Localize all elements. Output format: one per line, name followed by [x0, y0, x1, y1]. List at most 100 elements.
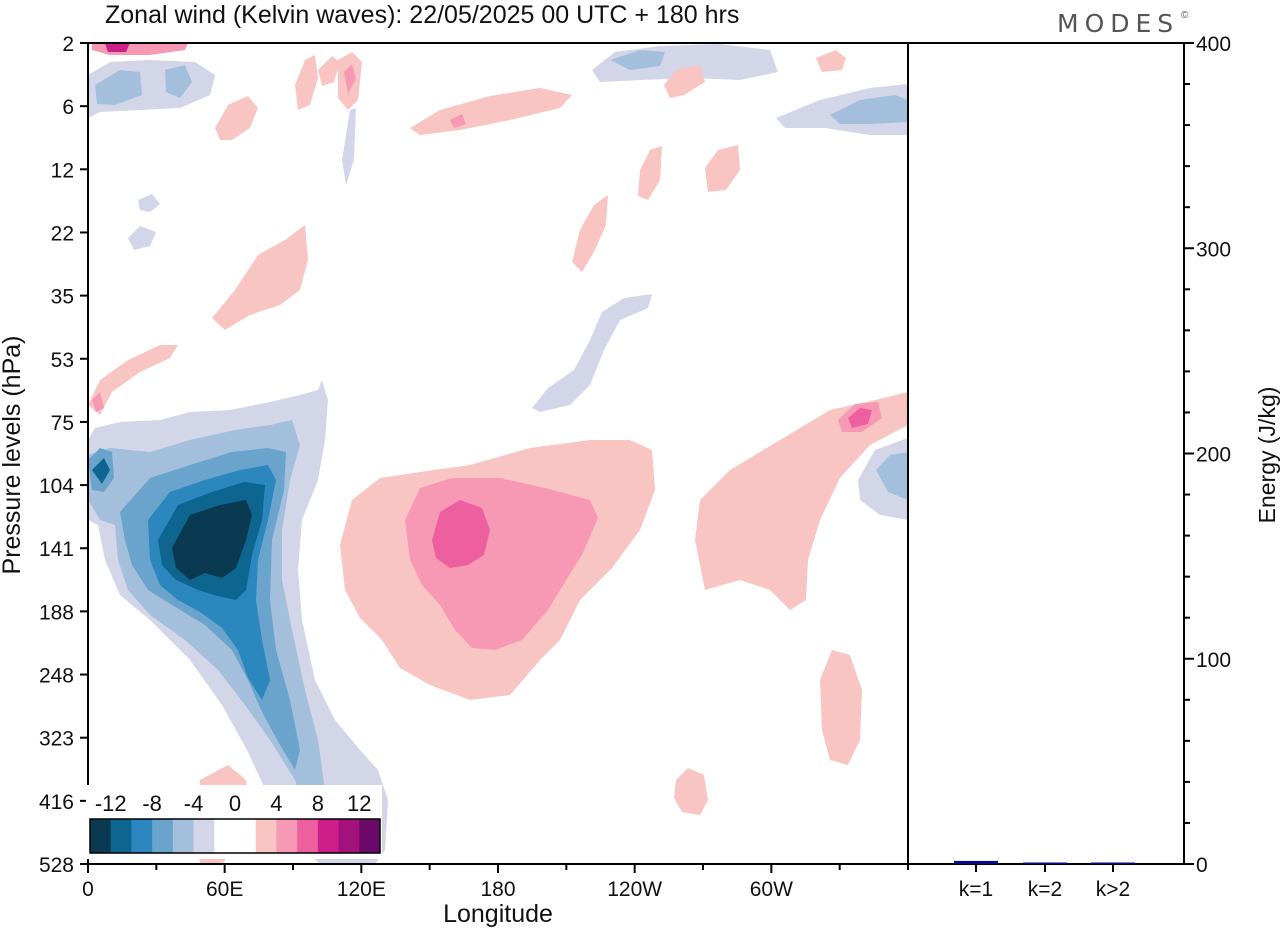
brand-logo: MODES — [1057, 9, 1179, 38]
colorbar-swatch — [131, 819, 153, 853]
colorbar-swatch — [235, 819, 257, 853]
energy-bar-chart: 0 100 200 300 400 k=1 k=2 k>2 Energy (J/kg) — [907, 33, 1280, 901]
energy-category-label: k=1 — [959, 878, 993, 901]
brand-mark: © — [1181, 10, 1189, 21]
energy-axis-label: Energy (J/kg) — [1254, 387, 1280, 524]
colorbar-swatch — [359, 819, 381, 853]
colorbar-label: 0 — [229, 791, 241, 816]
energy-tick-label: 300 — [1196, 238, 1231, 261]
contour-pos-band-1 — [212, 225, 308, 330]
contour-neg-band — [532, 294, 652, 412]
contour-strat-pos-1 — [410, 88, 572, 135]
colorbar-label: -4 — [184, 791, 204, 816]
y-tick-label: 35 — [51, 286, 74, 309]
contour-strat-pos-9 — [638, 146, 662, 200]
longitude-axis: 0 60E 120E 180 120W 60W — [82, 864, 909, 901]
contour-strat-neg-1b — [165, 65, 192, 98]
colorbar-label: -8 — [142, 791, 162, 816]
contour-strat-pos-7 — [664, 65, 705, 98]
y-tick-label: 528 — [39, 854, 74, 877]
contour-pos-lower-1 — [820, 650, 862, 765]
contour-strat-pos-top-core — [105, 43, 130, 52]
energy-tick-label: 0 — [1196, 854, 1208, 877]
energy-bar — [954, 860, 998, 864]
energy-category-label: k=2 — [1028, 878, 1062, 901]
contour-pos-8 — [432, 500, 490, 568]
hovmoller-heatmap — [87, 42, 909, 865]
contour-neg-14 — [172, 500, 252, 580]
contour-pos-band-2 — [88, 345, 178, 415]
colorbar-label: 12 — [347, 791, 371, 816]
energy-bars: k=1 k=2 k>2 — [954, 860, 1135, 901]
x-tick-label: 120E — [337, 878, 386, 901]
contour-neg-east-core — [876, 452, 908, 500]
pressure-axis: 2 6 12 22 35 53 75 104 141 188 248 323 416 528 — [39, 33, 88, 877]
energy-tick-label: 100 — [1196, 649, 1231, 672]
contour-pos-east-max — [848, 408, 872, 428]
energy-tick-label: 200 — [1196, 444, 1231, 467]
colorbar-swatch — [193, 819, 215, 853]
y-tick-label: 188 — [39, 601, 74, 624]
contour-strat-pos-3 — [295, 55, 318, 110]
colorbar-label: 8 — [312, 791, 324, 816]
contour-strat-neg-2-core — [610, 50, 665, 70]
y-tick-label: 6 — [62, 96, 74, 119]
y-tick-label: 416 — [39, 791, 74, 814]
contour-pos-band-2-core — [92, 392, 104, 412]
x-axis-label: Longitude — [443, 900, 553, 928]
energy-category-label: k>2 — [1096, 878, 1130, 901]
contour-strat-pos-4-core — [344, 64, 356, 94]
colorbar-swatch — [297, 819, 319, 853]
contour-strat-pos-6 — [816, 50, 846, 72]
colorbar-swatch — [338, 819, 360, 853]
colorbar-label: -12 — [95, 791, 127, 816]
chart-title: Zonal wind (Kelvin waves): 22/05/2025 00… — [105, 1, 739, 29]
contour-strat-neg-1-core — [95, 70, 142, 105]
contour-pos-east — [695, 392, 908, 610]
contour-neg-small-3 — [342, 108, 356, 185]
contour-strat-pos-5 — [318, 56, 340, 86]
y-tick-label: 323 — [39, 728, 74, 751]
x-tick-label: 60W — [750, 878, 793, 901]
contour-strat-neg-3-core — [830, 95, 908, 124]
colorbar-swatch — [317, 819, 340, 853]
energy-bar — [1091, 862, 1135, 864]
energy-bar — [1023, 862, 1067, 864]
contour-strat-pos-1-core — [450, 114, 466, 128]
x-tick-label: 180 — [480, 878, 515, 901]
wind-contours — [88, 43, 908, 864]
contour-neg-small-2 — [138, 194, 160, 212]
y-tick-label: 12 — [51, 159, 74, 182]
contour-pos-lower-2 — [674, 768, 708, 815]
y-tick-label: 104 — [39, 475, 74, 498]
contour-pos-band-3 — [572, 195, 608, 272]
colorbar-swatch — [90, 819, 112, 853]
x-tick-label: 120W — [607, 878, 662, 901]
energy-axis: 0 100 200 300 400 — [1184, 33, 1231, 877]
colorbar-swatch — [214, 819, 236, 853]
colorbar-frame — [89, 818, 381, 854]
y-tick-label: 75 — [51, 412, 74, 435]
colorbar-swatch — [255, 819, 277, 853]
x-tick-label: 60E — [206, 878, 243, 901]
colorbar-label: 4 — [270, 791, 282, 816]
energy-frame — [907, 42, 1185, 865]
y-axis-label: Pressure levels (hPa) — [0, 336, 26, 575]
y-tick-label: 53 — [51, 349, 74, 372]
y-tick-label: 22 — [51, 222, 74, 245]
colorbar-swatch — [172, 819, 195, 853]
y-tick-label: 2 — [62, 33, 74, 56]
x-tick-label: 0 — [82, 878, 94, 901]
y-tick-label: 141 — [39, 538, 74, 561]
colorbar-swatch — [276, 819, 298, 853]
contour-neg-small-1 — [128, 226, 156, 250]
colorbar: -12 -8 -4 0 4 8 12 — [86, 785, 382, 859]
colorbar-swatch — [152, 819, 174, 853]
contour-strat-pos-8 — [705, 145, 740, 192]
colorbar-swatch — [110, 819, 132, 853]
y-tick-label: 248 — [39, 665, 74, 688]
energy-tick-label: 400 — [1196, 33, 1231, 56]
contour-neg-left-core — [92, 458, 110, 484]
contour-strat-pos-2 — [215, 96, 258, 140]
